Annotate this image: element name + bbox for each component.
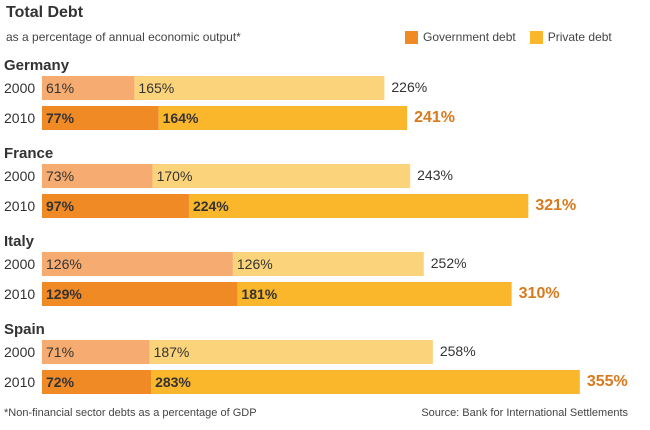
legend-swatch-private	[529, 30, 543, 44]
year-label-germany-2010: 2010	[4, 110, 35, 126]
legend-item-government: Government debt	[405, 30, 516, 44]
value-private-germany-2010: 164%	[163, 110, 199, 126]
value-private-spain-2010: 283%	[155, 374, 191, 390]
legend: Government debt Private debt	[405, 30, 626, 44]
bar-private-spain-2010	[151, 370, 580, 394]
chart-subtitle: as a percentage of annual economic outpu…	[6, 30, 241, 44]
bar-private-italy-2000	[232, 252, 424, 276]
value-private-germany-2000: 165%	[138, 80, 174, 96]
legend-swatch-government	[405, 30, 418, 44]
bar-private-spain-2000	[149, 340, 433, 364]
value-total-spain-2000: 258%	[440, 343, 476, 359]
footnote: *Non-financial sector debts as a percent…	[4, 407, 257, 419]
bar-government-spain-2010	[42, 370, 152, 394]
value-total-france-2000: 243%	[417, 167, 453, 183]
value-total-spain-2010: 355%	[587, 373, 628, 390]
bar-government-france-2010	[42, 194, 189, 218]
value-private-france-2000: 170%	[157, 168, 193, 184]
legend-item-private: Private debt	[529, 30, 612, 44]
bar-private-france-2000	[152, 164, 411, 188]
country-label-france: France	[4, 145, 53, 162]
year-label-france-2010: 2010	[4, 198, 35, 214]
year-label-spain-2010: 2010	[4, 374, 35, 390]
value-government-germany-2010: 77%	[46, 110, 75, 126]
value-total-italy-2010: 310%	[519, 285, 560, 302]
value-private-italy-2010: 181%	[241, 286, 277, 302]
bar-government-italy-2010	[42, 282, 238, 306]
year-label-spain-2000: 2000	[4, 344, 35, 360]
value-total-germany-2000: 226%	[391, 79, 427, 95]
bar-government-germany-2010	[42, 106, 159, 130]
bar-government-italy-2000	[42, 252, 233, 276]
year-label-france-2000: 2000	[4, 168, 35, 184]
value-private-france-2010: 224%	[193, 198, 229, 214]
value-government-spain-2000: 71%	[46, 344, 74, 360]
bar-private-france-2010	[188, 194, 529, 218]
value-private-spain-2000: 187%	[154, 344, 190, 360]
bar-government-france-2000	[42, 164, 153, 188]
value-total-france-2010: 321%	[535, 197, 576, 214]
value-government-italy-2010: 129%	[46, 286, 82, 302]
value-government-france-2000: 73%	[46, 168, 74, 184]
legend-label-government: Government debt	[423, 30, 516, 44]
bar-private-germany-2000	[134, 76, 385, 100]
bar-government-spain-2000	[42, 340, 150, 364]
source-note: Source: Bank for International Settlemen…	[421, 407, 628, 419]
value-total-germany-2010: 241%	[414, 109, 455, 126]
value-total-italy-2000: 252%	[431, 255, 467, 271]
value-private-italy-2000: 126%	[237, 256, 273, 272]
value-government-spain-2010: 72%	[46, 374, 75, 390]
value-government-italy-2000: 126%	[46, 256, 82, 272]
country-label-italy: Italy	[4, 233, 35, 250]
legend-label-private: Private debt	[547, 30, 612, 44]
year-label-italy-2000: 2000	[4, 256, 35, 272]
bar-private-italy-2010	[237, 282, 512, 306]
value-government-germany-2000: 61%	[46, 80, 74, 96]
bar-private-germany-2010	[158, 106, 408, 130]
value-government-france-2010: 97%	[46, 198, 75, 214]
chart-title: Total Debt	[6, 4, 84, 21]
country-label-germany: Germany	[4, 57, 70, 74]
year-label-italy-2010: 2010	[4, 286, 35, 302]
bar-government-germany-2000	[42, 76, 135, 100]
year-label-germany-2000: 2000	[4, 80, 35, 96]
country-label-spain: Spain	[4, 321, 45, 338]
